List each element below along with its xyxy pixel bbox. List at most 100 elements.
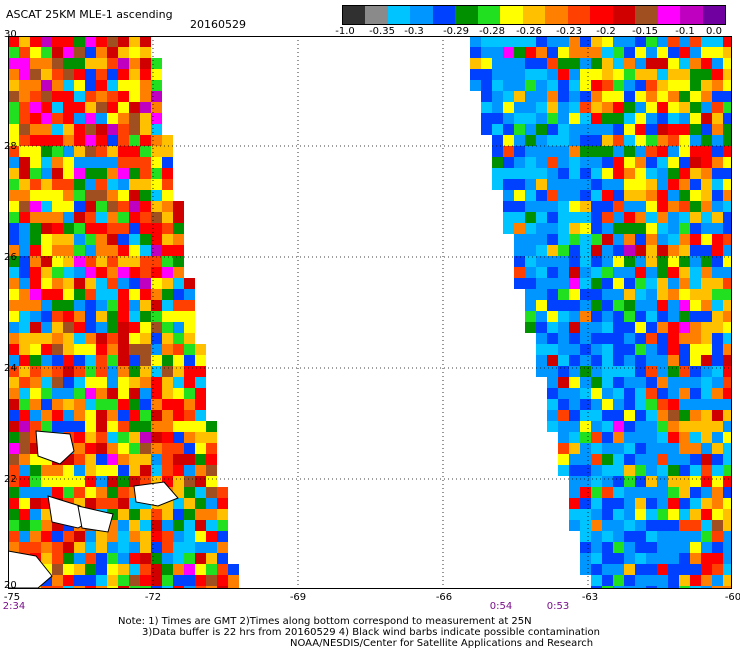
wind-cell: [723, 487, 732, 498]
wind-cell: [118, 91, 129, 102]
wind-cell: [129, 322, 140, 333]
wind-cell: [701, 245, 712, 256]
wind-cell: [635, 267, 646, 278]
wind-cell: [162, 278, 173, 289]
wind-cell: [19, 300, 30, 311]
wind-cell: [602, 179, 613, 190]
wind-cell: [118, 432, 129, 443]
wind-cell: [19, 36, 30, 47]
wind-cell: [19, 498, 30, 509]
wind-cell: [74, 124, 85, 135]
wind-cell: [96, 58, 107, 69]
wind-cell: [151, 564, 162, 575]
wind-cell: [118, 476, 129, 487]
wind-cell: [140, 212, 151, 223]
wind-cell: [558, 47, 569, 58]
wind-cell: [217, 520, 228, 531]
wind-cell: [85, 542, 96, 553]
wind-cell: [580, 234, 591, 245]
wind-cell: [41, 542, 52, 553]
wind-cell: [129, 91, 140, 102]
wind-cell: [52, 80, 63, 91]
wind-cell: [30, 91, 41, 102]
wind-cell: [690, 388, 701, 399]
wind-cell: [30, 410, 41, 421]
wind-cell: [580, 47, 591, 58]
wind-cell: [85, 69, 96, 80]
wind-cell: [624, 80, 635, 91]
wind-cell: [129, 47, 140, 58]
wind-cell: [657, 124, 668, 135]
wind-cell: [679, 157, 690, 168]
wind-cell: [140, 443, 151, 454]
wind-cell: [107, 575, 118, 586]
wind-cell: [690, 509, 701, 520]
wind-cell: [173, 212, 184, 223]
wind-cell: [635, 47, 646, 58]
wind-cell: [701, 201, 712, 212]
wind-cell: [74, 575, 85, 586]
wind-cell: [712, 344, 723, 355]
wind-cell: [591, 410, 602, 421]
wind-cell: [173, 322, 184, 333]
wind-cell: [690, 564, 701, 575]
wind-cell: [173, 311, 184, 322]
wind-cell: [657, 344, 668, 355]
wind-cell: [712, 190, 723, 201]
wind-cell: [41, 509, 52, 520]
wind-cell: [613, 355, 624, 366]
wind-cell: [74, 333, 85, 344]
wind-cell: [558, 146, 569, 157]
wind-cell: [536, 245, 547, 256]
wind-cell: [602, 234, 613, 245]
wind-cell: [151, 586, 162, 589]
wind-cell: [41, 498, 52, 509]
wind-cell: [591, 432, 602, 443]
wind-cell: [140, 432, 151, 443]
wind-cell: [580, 421, 591, 432]
wind-cell: [107, 58, 118, 69]
wind-cell: [657, 300, 668, 311]
wind-cell: [723, 190, 732, 201]
wind-cell: [646, 465, 657, 476]
wind-cell: [547, 300, 558, 311]
wind-cell: [184, 454, 195, 465]
wind-cell: [547, 223, 558, 234]
wind-cell: [602, 113, 613, 124]
wind-cell: [558, 443, 569, 454]
wind-cell: [547, 234, 558, 245]
wind-cell: [690, 399, 701, 410]
wind-cell: [723, 377, 732, 388]
wind-cell: [547, 146, 558, 157]
wind-cell: [624, 300, 635, 311]
wind-cell: [580, 520, 591, 531]
wind-cell: [536, 102, 547, 113]
wind-cell: [679, 80, 690, 91]
wind-cell: [52, 487, 63, 498]
wind-cell: [569, 212, 580, 223]
wind-cell: [591, 487, 602, 498]
wind-cell: [723, 300, 732, 311]
wind-cell: [602, 399, 613, 410]
wind-cell: [712, 102, 723, 113]
wind-cell: [52, 531, 63, 542]
wind-cell: [162, 311, 173, 322]
wind-cell: [690, 586, 701, 589]
wind-cell: [52, 355, 63, 366]
wind-cell: [30, 520, 41, 531]
wind-cell: [613, 113, 624, 124]
wind-cell: [679, 553, 690, 564]
wind-cell: [602, 267, 613, 278]
wind-cell: [129, 344, 140, 355]
wind-cell: [107, 377, 118, 388]
wind-cell: [118, 542, 129, 553]
wind-cell: [173, 366, 184, 377]
wind-cell: [470, 58, 481, 69]
colorbar-segment: [365, 6, 388, 24]
wind-cell: [602, 388, 613, 399]
wind-cell: [492, 168, 503, 179]
wind-cell: [8, 135, 19, 146]
wind-cell: [195, 421, 206, 432]
wind-cell: [140, 245, 151, 256]
wind-cell: [624, 487, 635, 498]
